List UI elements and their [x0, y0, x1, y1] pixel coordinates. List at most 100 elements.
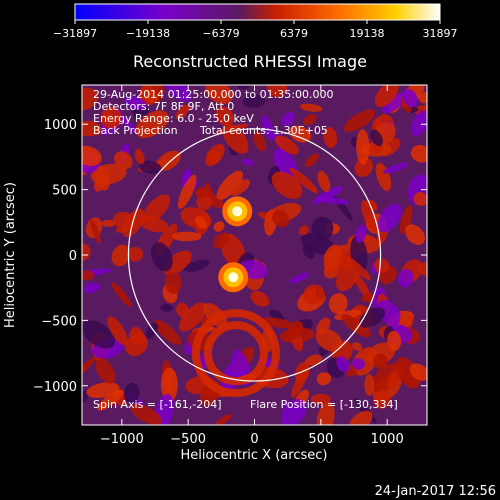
ripple-blob: [83, 282, 101, 294]
x-tick-label: 500: [308, 432, 333, 447]
ripple-blob: [195, 186, 209, 199]
ripple-blob: [353, 272, 371, 300]
y-tick-label: 500: [52, 184, 77, 199]
ripple-blob: [111, 244, 131, 267]
ripple-blob: [205, 182, 214, 203]
ripple-blob: [183, 259, 210, 272]
ripple-ring: [203, 321, 268, 386]
colorbar-tick-label: 19138: [349, 27, 384, 40]
annotation-flare-position: Flare Position = [-130,334]: [250, 398, 398, 411]
ripple-blob: [253, 131, 267, 152]
ripple-blob: [145, 322, 159, 340]
x-axis-label: Heliocentric X (arcsec): [181, 448, 328, 463]
colorbar: [74, 3, 441, 21]
ripple-blob: [152, 85, 165, 97]
ripple-blob: [95, 358, 116, 384]
ripple-blob: [328, 293, 348, 314]
ripple-blob: [310, 393, 331, 405]
annotation-total-counts: Total counts: 1.30E+05: [199, 124, 328, 137]
ripple-blob: [177, 174, 197, 209]
colorbar-tick-label: 31897: [423, 27, 458, 40]
ripple-blob: [215, 106, 234, 126]
ripple-blob: [124, 96, 147, 110]
annotation-energy-range: Energy Range: 6.0 - 25.0 keV: [93, 112, 254, 125]
ripple-blob: [160, 367, 178, 402]
ripple-blob: [340, 314, 371, 338]
ripple-blob: [356, 129, 370, 165]
ripple-blob: [125, 333, 148, 357]
ripple-blob: [154, 319, 182, 345]
ripple-blob: [354, 157, 374, 178]
x-tick-label: −1000: [100, 432, 144, 447]
flare-source-peak: [228, 272, 239, 283]
ripple-blob: [405, 224, 425, 245]
ripple-blob: [135, 110, 169, 139]
x-tick-label: 0: [250, 432, 258, 447]
ripple-blob: [316, 401, 335, 425]
flare-source-peak: [232, 206, 243, 217]
ripple-blob: [160, 303, 174, 312]
ripple-blob: [134, 148, 145, 165]
ripple-blob: [336, 356, 350, 373]
ripple-blob: [164, 85, 192, 102]
ripple-blob: [382, 92, 407, 114]
ripple-blob: [317, 170, 331, 193]
ripple-blob: [280, 399, 307, 425]
ripple-blob: [274, 135, 299, 155]
flare-sources: [218, 196, 253, 293]
ripple-blob: [402, 88, 418, 108]
colorbar-ticks: −31897 −19138 −6379 6379 19138 31897: [53, 20, 458, 40]
ripple-blob: [315, 328, 343, 352]
x-tick-label: 1000: [371, 432, 404, 447]
ripple-blob: [323, 244, 342, 272]
annotation-block: 29-Aug-2014 01:25:00.000 to 01:35:00.000…: [93, 88, 398, 411]
ripple-blob: [171, 231, 202, 242]
ripple-blob: [323, 127, 338, 149]
colorbar-tick-label: 6379: [280, 27, 308, 40]
colorbar-tick-label: −19138: [126, 27, 170, 40]
ripple-blob: [230, 179, 251, 196]
ripple-blob: [82, 357, 96, 381]
colorbar-tick-label: −6379: [202, 27, 239, 40]
ripple-blob: [334, 309, 362, 320]
ripple-blob: [382, 162, 409, 174]
ripple-blob: [113, 211, 137, 231]
ripple-blob: [175, 104, 190, 120]
ripple-blob: [82, 87, 99, 111]
annotation-spin-axis: Spin Axis = [-161,-204]: [93, 398, 222, 411]
ripple-blob: [130, 403, 162, 425]
annotation-method: Back Projection: [93, 124, 178, 137]
ripple-blob: [150, 242, 173, 272]
ripple-blob: [164, 272, 182, 294]
axis-ticks: −1000 −500 0 500 1000 −1000 −500 0 500 1000: [33, 85, 427, 447]
ripple-blob: [124, 382, 140, 405]
ripple-blob: [355, 224, 367, 243]
ripple-blob: [97, 389, 124, 411]
ripple-blob: [349, 410, 373, 425]
y-tick-label: 1000: [44, 118, 77, 133]
ripple-blob: [316, 317, 331, 335]
ripple-blob: [272, 209, 290, 228]
ripple-blob: [374, 85, 399, 108]
ripple-blob: [387, 330, 402, 351]
ripple-blob: [107, 316, 128, 346]
chart-title: Reconstructed RHESSI Image: [133, 52, 367, 71]
ripple-blob: [289, 167, 318, 193]
ripple-blob: [364, 374, 375, 396]
ripple-blob: [115, 226, 128, 233]
ripple-blob: [205, 85, 233, 104]
footer-timestamp: 24-Jan-2017 12:56: [375, 484, 496, 499]
ripple-blob: [373, 258, 390, 273]
ripple-blob: [242, 158, 254, 166]
ripple-blob: [82, 270, 95, 281]
ripple-blob: [316, 372, 332, 386]
ripple-blob: [299, 103, 323, 112]
y-tick-label: −1000: [33, 380, 77, 395]
ripple-blob: [373, 389, 391, 409]
ripple-blob: [114, 151, 133, 170]
ripple-blob: [212, 232, 230, 249]
ripple-blob: [195, 216, 207, 229]
ripple-blob: [82, 320, 116, 349]
ripple-blob: [178, 302, 207, 332]
